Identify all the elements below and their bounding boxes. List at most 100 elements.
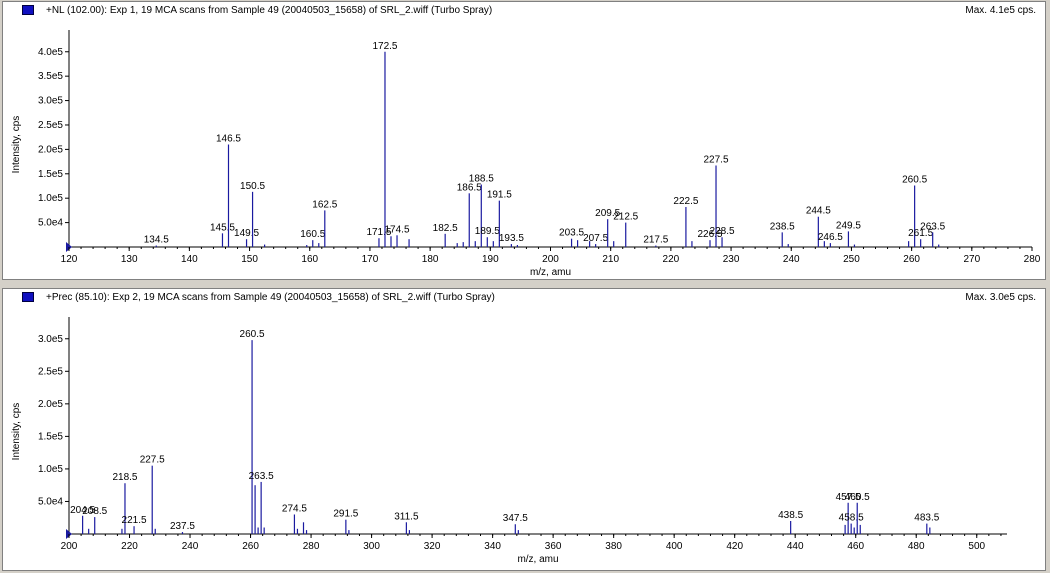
max-intensity: Max. 3.0e5 cps.: [965, 292, 1036, 303]
x-tick-label: 420: [726, 541, 743, 552]
pane-flag-icon[interactable]: [22, 292, 34, 302]
peak-label: 238.5: [770, 221, 795, 232]
x-tick-label: 200: [542, 254, 559, 265]
x-tick-label: 380: [605, 541, 622, 552]
pane-title: +Prec (85.10): Exp 2, 19 MCA scans from …: [46, 292, 495, 303]
x-tick-label: 170: [362, 254, 379, 265]
x-axis-title: m/z, amu: [517, 554, 558, 565]
peak-label: 263.5: [249, 471, 274, 482]
y-tick-label: 5.0e4: [38, 218, 63, 229]
y-axis-title: Intensity, cps: [11, 116, 22, 174]
x-tick-label: 460: [847, 541, 864, 552]
x-tick-label: 130: [121, 254, 138, 265]
peak-label: 191.5: [487, 190, 512, 201]
pane-title: +NL (102.00): Exp 1, 19 MCA scans from S…: [46, 5, 493, 16]
peak-label: 172.5: [372, 41, 397, 52]
x-tick-label: 340: [484, 541, 501, 552]
peak-label: 189.5: [475, 226, 500, 237]
peak-label: 208.5: [82, 506, 107, 517]
peak-label: 186.5: [457, 182, 482, 193]
peak-label: 171.5: [366, 227, 391, 238]
x-tick-label: 260: [242, 541, 259, 552]
peak-label: 261.5: [908, 228, 933, 239]
x-tick-label: 360: [545, 541, 562, 552]
peak-label: 311.5: [394, 511, 419, 522]
y-tick-label: 2.5e5: [38, 120, 63, 131]
y-tick-label: 1.5e5: [38, 431, 63, 442]
y-tick-label: 1.0e5: [38, 464, 63, 475]
peak-label: 207.5: [583, 233, 608, 244]
x-tick-label: 220: [121, 541, 138, 552]
y-tick-label: 3.0e5: [38, 334, 63, 345]
y-tick-label: 2.0e5: [38, 144, 63, 155]
peak-label: 221.5: [122, 515, 147, 526]
y-tick-label: 3.0e5: [38, 96, 63, 107]
x-tick-label: 220: [663, 254, 680, 265]
x-tick-label: 400: [666, 541, 683, 552]
x-tick-label: 480: [908, 541, 925, 552]
peak-label: 182.5: [433, 223, 458, 234]
x-tick-label: 320: [424, 541, 441, 552]
x-axis-title: m/z, amu: [530, 267, 571, 278]
spectrum-chart-nl[interactable]: 120 130 140 150 160 170 180 190 200 210 220 230 240 2…: [3, 2, 1047, 281]
x-tick-label: 230: [723, 254, 740, 265]
x-tick-label: 120: [61, 254, 78, 265]
x-tick-label: 150: [241, 254, 258, 265]
peak-label: 222.5: [673, 196, 698, 207]
peak-label: 209.5: [595, 208, 620, 219]
peak-label: 260.5: [240, 329, 265, 340]
peak-label: 204.5: [70, 505, 95, 516]
peak-label: 237.5: [170, 521, 195, 532]
peak-label: 228.5: [710, 226, 735, 237]
peak-label: 203.5: [559, 228, 584, 239]
x-tick-label: 250: [843, 254, 860, 265]
peak-label: 460.5: [845, 492, 870, 503]
peak-label: 134.5: [144, 235, 169, 246]
peak-label: 149.5: [234, 228, 259, 239]
x-tick-label: 160: [301, 254, 318, 265]
peak-label: 274.5: [282, 503, 307, 514]
peak-label: 218.5: [112, 472, 137, 483]
x-tick-label: 280: [303, 541, 320, 552]
x-tick-label: 210: [602, 254, 619, 265]
peak-label: 162.5: [312, 199, 337, 210]
max-intensity: Max. 4.1e5 cps.: [965, 5, 1036, 16]
y-tick-label: 3.5e5: [38, 71, 63, 82]
peak-label: 217.5: [643, 235, 668, 246]
x-tick-label: 140: [181, 254, 198, 265]
pane-header: +Prec (85.10): Exp 2, 19 MCA scans from …: [3, 289, 1045, 307]
spectrum-pane-prec: +Prec (85.10): Exp 2, 19 MCA scans from …: [2, 288, 1046, 571]
y-tick-label: 5.0e4: [38, 496, 63, 507]
y-tick-label: 2.0e5: [38, 399, 63, 410]
peak-label: 145.5: [210, 222, 235, 233]
pane-flag-icon[interactable]: [22, 5, 34, 15]
spectrum-pane-nl: +NL (102.00): Exp 1, 19 MCA scans from S…: [2, 1, 1046, 280]
y-tick-label: 1.5e5: [38, 169, 63, 180]
peak-label: 174.5: [385, 224, 410, 235]
peak-label: 458.5: [839, 513, 864, 524]
pane-header: +NL (102.00): Exp 1, 19 MCA scans from S…: [3, 2, 1045, 20]
spectrum-chart-prec[interactable]: 200 220 240 260 280 300 320 340 360 380 400 420 440 4…: [3, 289, 1047, 572]
peak-label: 212.5: [613, 212, 638, 223]
peak-label: 347.5: [503, 513, 528, 524]
peak-label: 438.5: [778, 510, 803, 521]
y-tick-label: 4.0e5: [38, 47, 63, 58]
x-tick-label: 440: [787, 541, 804, 552]
peak-label: 226.5: [697, 229, 722, 240]
x-tick-label: 240: [783, 254, 800, 265]
y-tick-label: 2.5e5: [38, 366, 63, 377]
peak-label: 263.5: [920, 221, 945, 232]
peak-label: 150.5: [240, 181, 265, 192]
x-tick-label: 260: [903, 254, 920, 265]
peak-label: 146.5: [216, 134, 241, 145]
peak-label: 457.5: [836, 492, 861, 503]
peak-label: 249.5: [836, 220, 861, 231]
x-tick-label: 270: [963, 254, 980, 265]
peak-label: 193.5: [499, 233, 524, 244]
peak-label: 246.5: [818, 232, 843, 243]
x-tick-label: 280: [1024, 254, 1041, 265]
x-tick-label: 500: [968, 541, 985, 552]
y-tick-label: 1.0e5: [38, 193, 63, 204]
peak-label: 160.5: [300, 229, 325, 240]
x-tick-label: 180: [422, 254, 439, 265]
